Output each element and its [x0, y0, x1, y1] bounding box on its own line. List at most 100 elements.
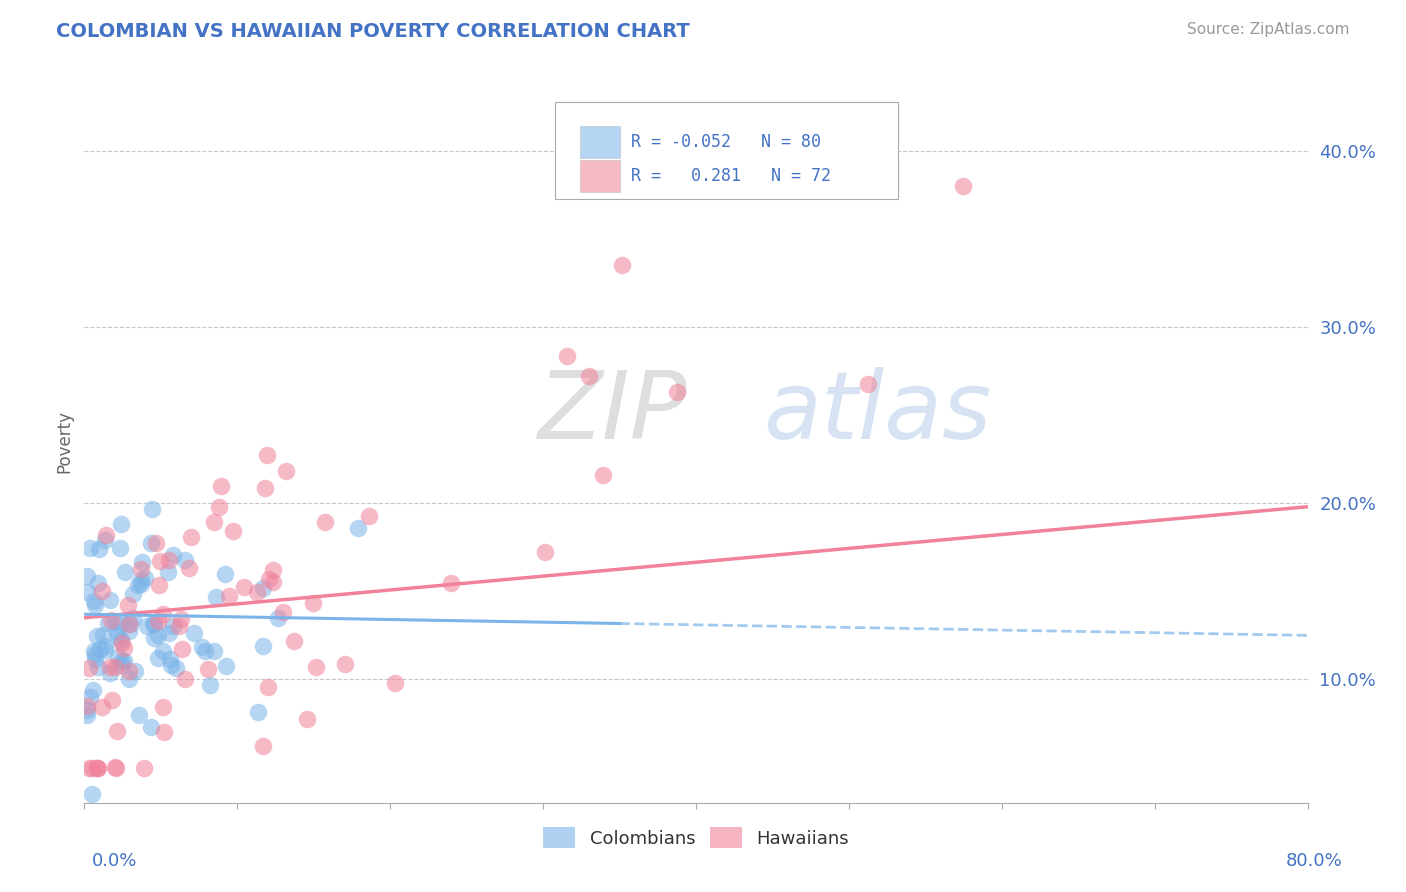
Point: [149, 554, 172, 568]
Point: [157, 553, 180, 567]
Point: [110, 541, 132, 555]
Point: [79, 541, 101, 555]
Point: [84, 599, 107, 613]
Point: [80, 787, 103, 801]
Point: [254, 481, 277, 495]
Point: [198, 678, 221, 692]
Point: [94, 528, 117, 542]
Point: [274, 465, 297, 479]
Point: [76, 569, 98, 583]
Point: [305, 659, 328, 673]
Point: [135, 619, 157, 633]
Point: [98, 666, 121, 681]
Point: [79, 690, 101, 705]
Point: [165, 661, 187, 675]
Point: [152, 644, 174, 658]
Point: [117, 599, 139, 613]
Point: [87, 760, 110, 774]
Point: [190, 640, 212, 654]
Point: [592, 467, 614, 482]
Point: [252, 639, 274, 653]
Point: [127, 578, 149, 592]
Point: [214, 566, 236, 581]
Text: COLOMBIAN VS HAWAIIAN POVERTY CORRELATION CHART: COLOMBIAN VS HAWAIIAN POVERTY CORRELATIO…: [56, 22, 690, 41]
Point: [267, 611, 290, 625]
Point: [96, 615, 118, 630]
Point: [247, 706, 270, 720]
Point: [202, 644, 225, 658]
Point: [100, 613, 122, 627]
Point: [105, 624, 128, 639]
Point: [76, 703, 98, 717]
Point: [83, 644, 105, 658]
Point: [110, 658, 132, 673]
Point: [104, 660, 127, 674]
Point: [122, 587, 145, 601]
Point: [134, 571, 156, 585]
Point: [302, 596, 325, 610]
Point: [107, 630, 129, 644]
Point: [174, 553, 197, 567]
Point: [131, 555, 153, 569]
Point: [555, 349, 578, 363]
Point: [132, 760, 155, 774]
Point: [295, 712, 318, 726]
Point: [162, 619, 184, 633]
Point: [76, 707, 98, 722]
Point: [271, 605, 294, 619]
Point: [118, 664, 141, 678]
Point: [98, 660, 121, 674]
Point: [86, 629, 108, 643]
Point: [83, 594, 105, 608]
Point: [262, 563, 284, 577]
Point: [77, 661, 100, 675]
Point: [357, 509, 380, 524]
Point: [172, 642, 194, 657]
Point: [177, 561, 200, 575]
Point: [131, 561, 153, 575]
Point: [333, 657, 356, 672]
Point: [82, 682, 104, 697]
Point: [143, 617, 166, 632]
Point: [534, 545, 557, 559]
Point: [145, 536, 167, 550]
Point: [76, 585, 98, 599]
Point: [121, 611, 143, 625]
Point: [153, 725, 176, 739]
Point: [93, 628, 115, 642]
Text: R =   0.281   N = 72: R = 0.281 N = 72: [631, 167, 831, 185]
Point: [104, 760, 127, 774]
Point: [104, 615, 127, 629]
Point: [80, 760, 103, 774]
Point: [208, 500, 231, 515]
Point: [104, 760, 127, 774]
Point: [142, 617, 165, 632]
Point: [440, 575, 463, 590]
Text: Source: ZipAtlas.com: Source: ZipAtlas.com: [1187, 22, 1350, 37]
Point: [114, 641, 136, 656]
Point: [110, 516, 132, 531]
Point: [118, 624, 141, 639]
Point: [233, 580, 256, 594]
Point: [256, 448, 278, 462]
Point: [128, 707, 150, 722]
Point: [146, 627, 169, 641]
Point: [86, 760, 108, 774]
FancyBboxPatch shape: [555, 102, 898, 200]
Point: [76, 699, 98, 714]
Point: [100, 692, 122, 706]
Point: [107, 650, 129, 665]
Point: [93, 643, 115, 657]
Point: [157, 625, 180, 640]
Point: [139, 720, 162, 734]
Point: [578, 368, 600, 383]
Point: [183, 626, 205, 640]
Point: [157, 565, 180, 579]
Point: [252, 739, 274, 754]
Point: [167, 618, 190, 632]
Point: [221, 524, 243, 538]
Point: [84, 651, 107, 665]
Point: [665, 385, 688, 400]
Point: [952, 179, 974, 194]
FancyBboxPatch shape: [579, 160, 620, 192]
